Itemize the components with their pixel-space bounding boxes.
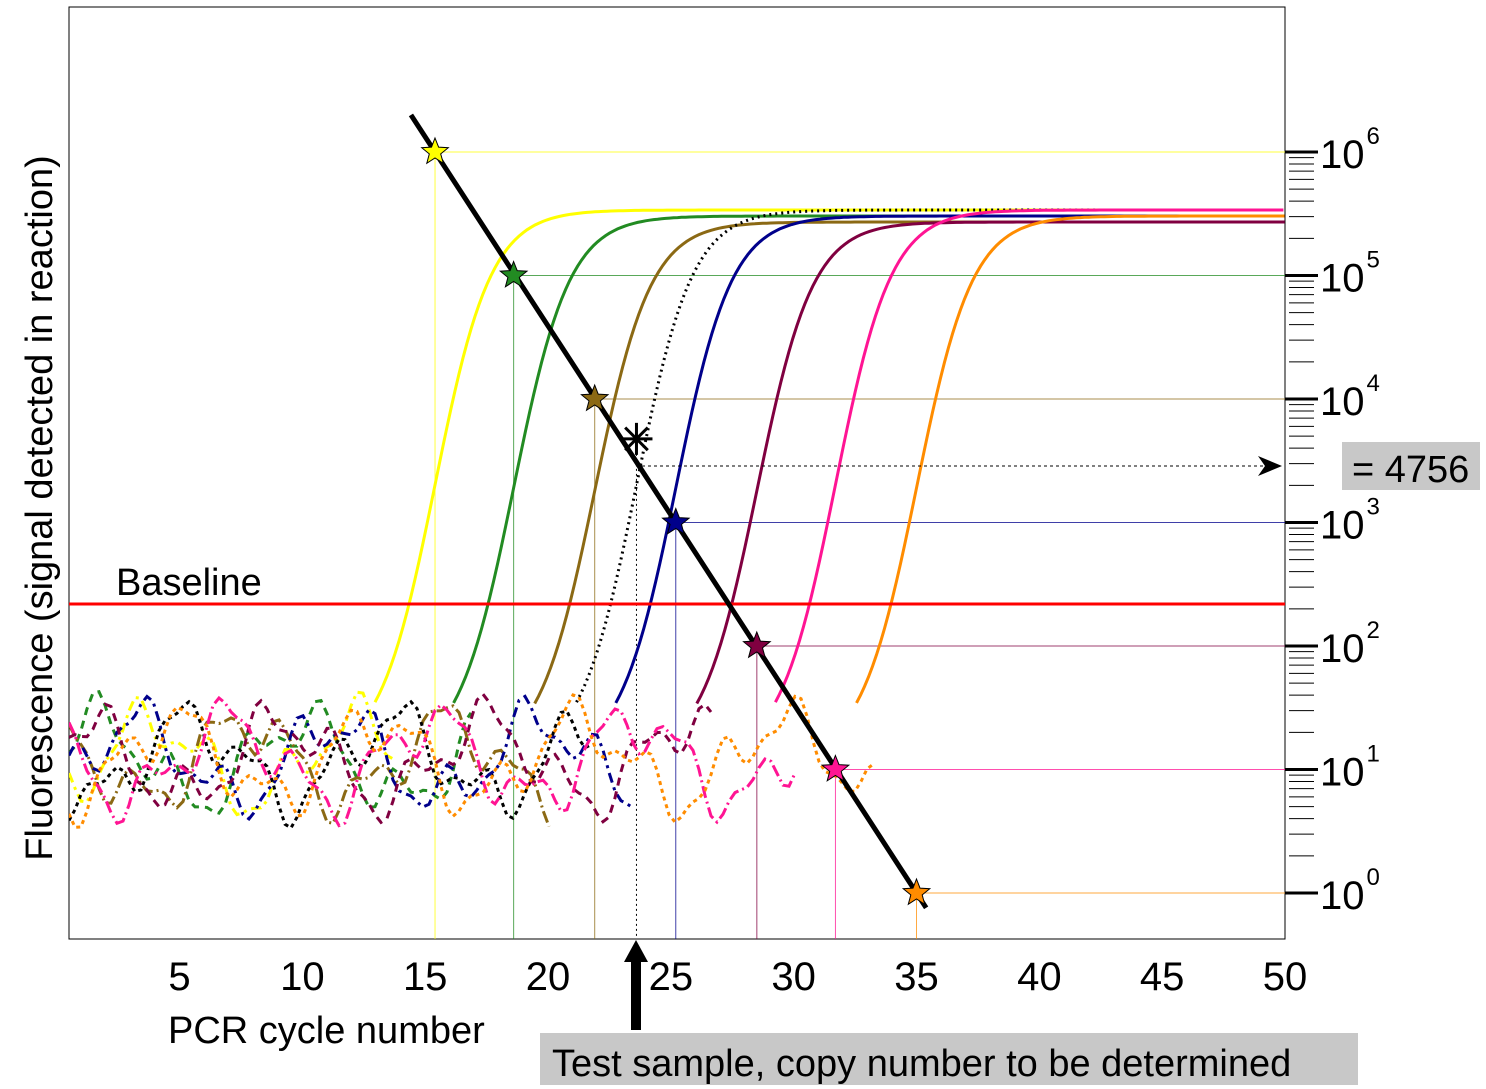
guide-lines bbox=[434, 151, 1285, 939]
y-axis-title: Fluorescence (signal detected in reactio… bbox=[19, 155, 61, 861]
noise-curve bbox=[69, 690, 394, 817]
y-tick-label: 102 bbox=[1320, 617, 1380, 671]
y-tick-label: 105 bbox=[1320, 247, 1380, 301]
x-tick-label: 20 bbox=[526, 955, 571, 999]
test-sample-label: Test sample, copy number to be determine… bbox=[552, 1043, 1291, 1085]
standard-marker bbox=[580, 383, 610, 412]
amplification-curve bbox=[695, 220, 1285, 705]
plot-area bbox=[68, 6, 1286, 940]
amplification-curve bbox=[855, 214, 1285, 704]
amplification-curve bbox=[774, 208, 1284, 703]
x-tick-label: 45 bbox=[1140, 955, 1185, 999]
standard-marker bbox=[661, 507, 691, 535]
baseline-label: Baseline bbox=[116, 562, 262, 604]
test-sample-marker bbox=[624, 437, 638, 452]
noise-curves bbox=[69, 689, 874, 830]
y-tick-label: 104 bbox=[1320, 370, 1380, 424]
y-tick-label: 101 bbox=[1320, 741, 1380, 795]
x-tick-label: 10 bbox=[280, 955, 325, 999]
test-sample-marker bbox=[635, 437, 649, 452]
x-tick-label: 25 bbox=[649, 955, 694, 999]
standard-marker bbox=[820, 754, 851, 782]
y-tick-label: 103 bbox=[1320, 494, 1380, 548]
right-log-axis: 100 101 102 103 104 105 106 bbox=[1285, 123, 1380, 918]
test-sample-arrowhead bbox=[624, 940, 648, 962]
y-tick-label: 106 bbox=[1320, 123, 1380, 177]
standard-marker bbox=[901, 877, 932, 906]
x-tick-label: 35 bbox=[894, 955, 939, 999]
noise-curve bbox=[69, 691, 713, 825]
standard-marker bbox=[498, 260, 529, 288]
x-tick-label: 30 bbox=[771, 955, 816, 999]
x-tick-label: 15 bbox=[403, 955, 448, 999]
standard-markers bbox=[420, 136, 932, 906]
standard-marker bbox=[742, 630, 772, 659]
result-box bbox=[1342, 442, 1480, 490]
noise-curve bbox=[69, 699, 592, 830]
x-axis-title: PCR cycle number bbox=[168, 1010, 485, 1052]
noise-curve bbox=[69, 693, 874, 829]
amplification-curves bbox=[373, 208, 1285, 705]
test-sample-marker bbox=[635, 426, 649, 440]
x-tick-label: 5 bbox=[168, 955, 190, 999]
result-value: = 4756 bbox=[1352, 449, 1469, 491]
test-sample-marker bbox=[624, 426, 638, 440]
y-tick-label: 100 bbox=[1320, 864, 1380, 918]
x-axis-ticks: 5 10 15 20 25 30 35 40 45 50 bbox=[168, 955, 1307, 999]
test-sample-box bbox=[540, 1033, 1358, 1085]
result-arrowhead bbox=[1258, 456, 1282, 476]
x-tick-label: 50 bbox=[1263, 955, 1308, 999]
x-tick-label: 40 bbox=[1017, 955, 1062, 999]
noise-curve bbox=[69, 695, 797, 828]
standard-marker bbox=[420, 136, 450, 165]
